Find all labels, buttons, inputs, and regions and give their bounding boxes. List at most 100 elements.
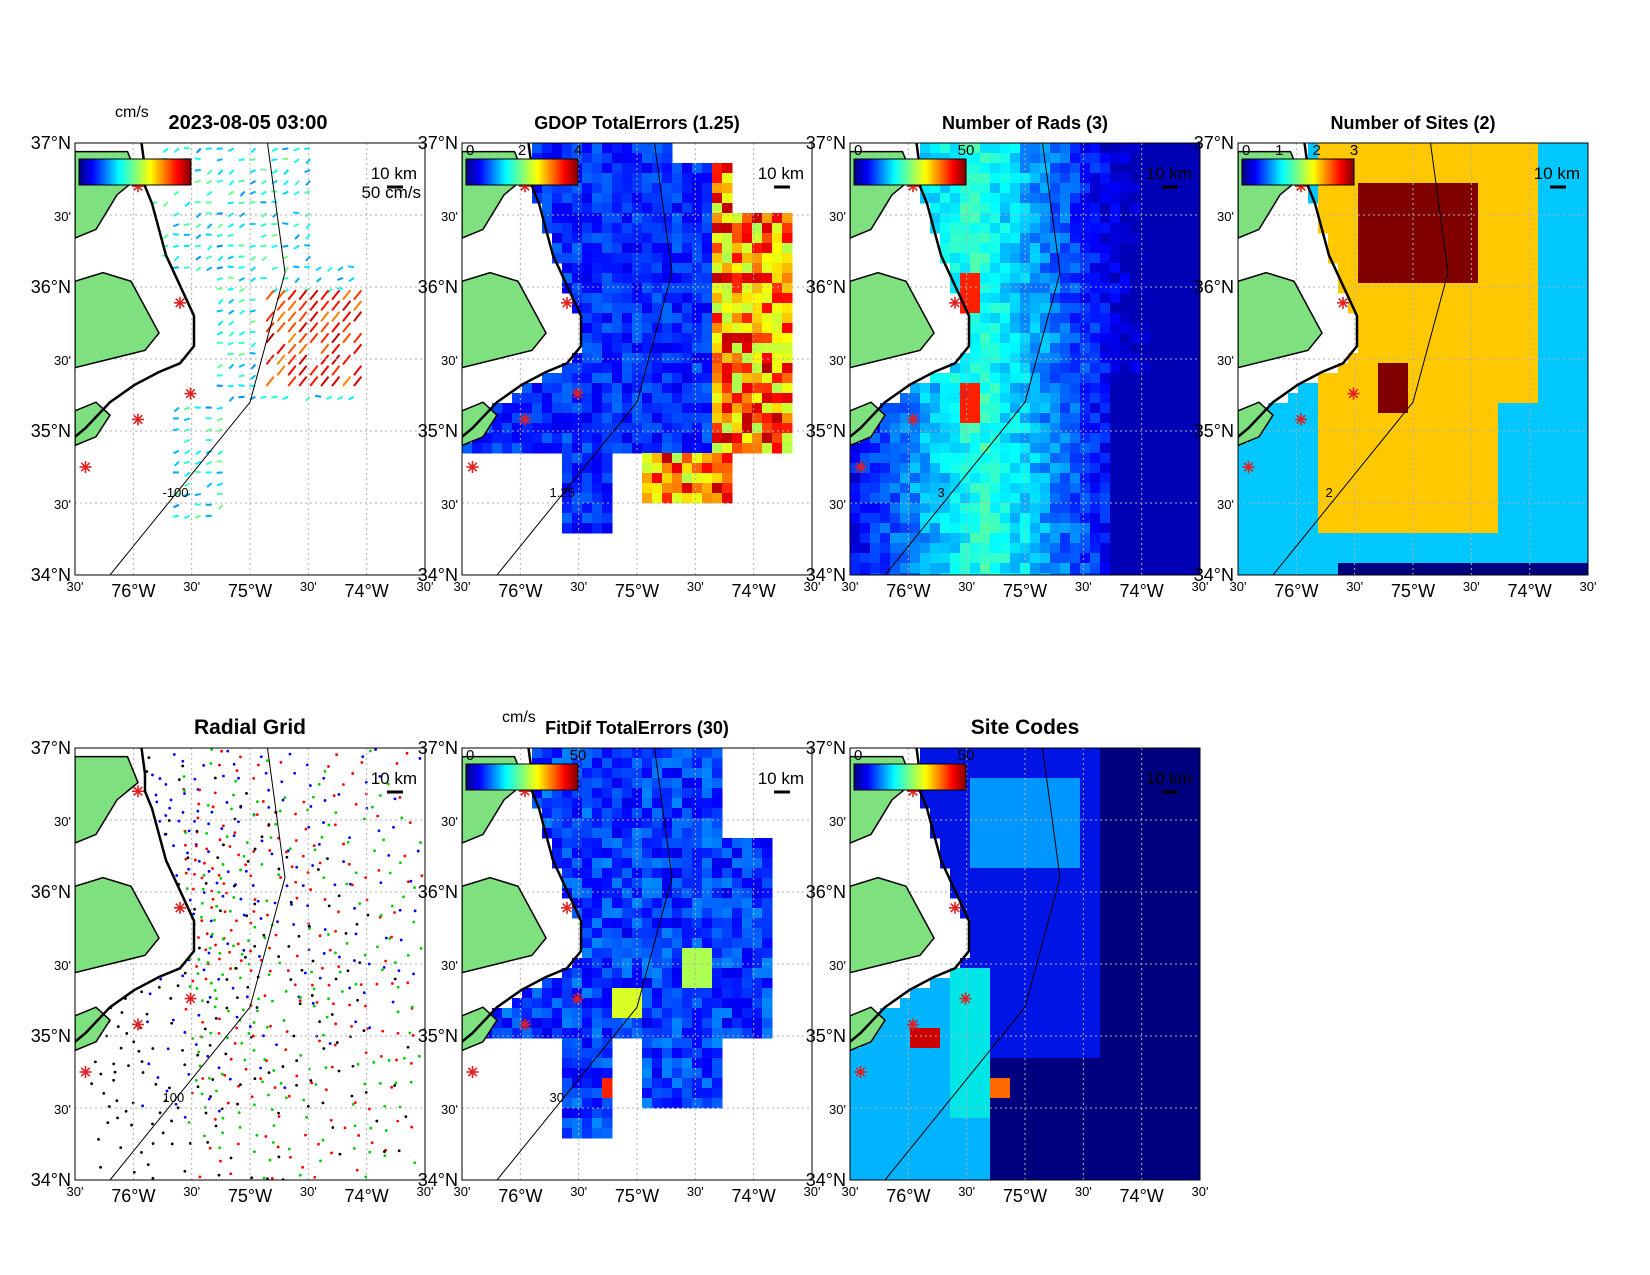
data-cell [1468, 373, 1479, 384]
data-cell [1458, 533, 1469, 544]
radial-grid-point [213, 776, 217, 780]
data-cell [1358, 433, 1369, 444]
data-cell [1398, 243, 1409, 254]
data-cell [722, 463, 733, 474]
data-cell [1120, 163, 1131, 174]
radial-grid-point [269, 1024, 272, 1028]
data-cell [692, 183, 703, 194]
data-cell [1170, 393, 1181, 404]
radial-grid-point [209, 981, 213, 985]
data-cell [1070, 243, 1081, 254]
radial-grid-point [378, 774, 382, 778]
data-cell [672, 363, 683, 374]
data-cell [1438, 363, 1449, 374]
radial-grid-point [208, 946, 212, 950]
data-cell [1070, 453, 1081, 464]
data-cell [692, 343, 703, 354]
data-cell [1080, 553, 1091, 564]
data-cell [990, 353, 1001, 364]
data-cell [1528, 493, 1539, 504]
radial-grid-point [239, 804, 243, 808]
data-cell [1318, 533, 1329, 544]
data-cell [1478, 313, 1489, 324]
data-cell [1378, 503, 1389, 514]
data-cell [950, 383, 961, 394]
radial-grid-point [277, 1155, 281, 1159]
data-cell [1258, 483, 1269, 494]
data-cell [1298, 503, 1309, 514]
data-cell [612, 353, 623, 364]
data-cell [1060, 523, 1071, 534]
data-cell [1040, 193, 1051, 204]
data-cell [672, 868, 683, 879]
data-cell [1468, 173, 1479, 184]
data-cell [1080, 463, 1091, 474]
data-cell [1238, 453, 1249, 464]
data-cell [542, 373, 553, 384]
radial-grid-point [299, 996, 302, 999]
data-cell [1428, 143, 1439, 154]
colorbar [1241, 158, 1355, 186]
data-cell [1368, 343, 1379, 354]
lat-tick-label: 37°N [418, 133, 458, 153]
data-cell [582, 503, 593, 514]
data-cell [702, 413, 713, 424]
data-cell [1348, 573, 1359, 575]
data-cell [562, 373, 573, 384]
data-cell [1488, 463, 1499, 474]
data-cell [1248, 453, 1259, 464]
data-cell [542, 193, 553, 204]
data-cell [900, 503, 911, 514]
data-cell [742, 323, 753, 334]
radial-grid-point [267, 1093, 270, 1097]
data-cell [1478, 203, 1489, 214]
radial-grid-point [239, 897, 243, 901]
data-cell [1140, 233, 1151, 244]
data-cell [642, 443, 653, 454]
data-cell [1010, 283, 1021, 294]
radial-grid-point [221, 1116, 225, 1120]
data-cell [1130, 333, 1141, 344]
radial-grid-point [412, 920, 416, 924]
data-cell [602, 323, 613, 334]
radial-grid-point [295, 865, 299, 869]
radial-grid-point [201, 1020, 205, 1024]
radial-grid-point [326, 933, 330, 936]
radial-grid-point [330, 1151, 333, 1155]
data-cell [1538, 363, 1549, 374]
lat-tick-label: 36°N [806, 277, 846, 297]
radial-grid-point [250, 1176, 254, 1180]
data-cell [1528, 373, 1539, 384]
data-cell [1130, 163, 1141, 174]
data-cell [572, 503, 583, 514]
data-cell [582, 433, 593, 444]
data-cell [702, 233, 713, 244]
radial-grid-point [350, 1094, 354, 1098]
data-cell [970, 333, 981, 344]
data-cell [1548, 293, 1559, 304]
lat-tick-label: 30' [54, 814, 71, 829]
data-cell [1120, 443, 1131, 454]
data-cell [1010, 513, 1021, 524]
current-vector [217, 450, 224, 456]
data-cell [1448, 433, 1459, 444]
lat-tick-label: 30' [1217, 209, 1234, 224]
data-cell [990, 473, 1001, 484]
data-cell [950, 503, 961, 514]
current-vector [305, 158, 311, 165]
data-cell [940, 563, 951, 574]
data-cell [950, 143, 961, 154]
data-cell [1568, 353, 1579, 364]
data-cell [1110, 543, 1121, 554]
data-cell [682, 878, 693, 889]
lat-tick-label: 30' [54, 353, 71, 368]
data-cell [1100, 483, 1111, 494]
data-cell [692, 293, 703, 304]
data-cell [1298, 393, 1309, 404]
radial-grid-point [342, 783, 345, 786]
axes-frame [74, 747, 426, 1181]
asterisk-icon [184, 992, 197, 1005]
data-cell [1318, 483, 1329, 494]
data-cell [712, 798, 723, 809]
data-cell [742, 383, 753, 394]
